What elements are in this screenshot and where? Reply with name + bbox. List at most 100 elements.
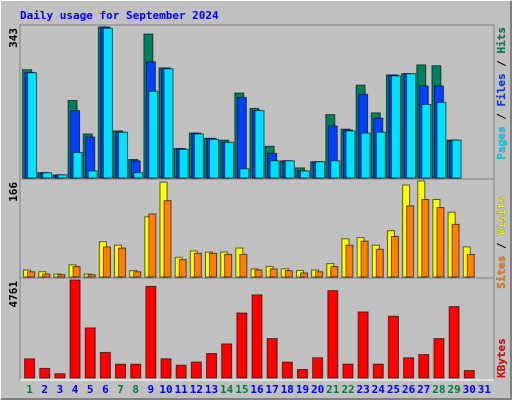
bar: [163, 200, 172, 278]
x-tick-label: 17: [266, 383, 279, 396]
x-tick-label: 5: [87, 383, 94, 396]
bar: [160, 358, 172, 379]
bar: [269, 268, 278, 278]
bar: [221, 343, 233, 379]
bar: [39, 367, 51, 379]
bar: [133, 172, 144, 179]
bar: [296, 368, 308, 379]
bar: [178, 259, 187, 278]
bar: [148, 90, 159, 179]
bar: [284, 160, 295, 179]
bar: [448, 306, 460, 379]
bar: [206, 353, 218, 379]
bar: [57, 174, 68, 179]
bar: [193, 252, 202, 278]
bar: [163, 68, 174, 179]
bar: [224, 253, 233, 278]
bar: [360, 132, 371, 179]
bar: [466, 253, 475, 278]
bar: [330, 160, 341, 179]
bar: [224, 141, 235, 179]
x-tick-label: 22: [341, 383, 354, 396]
bar: [130, 363, 142, 379]
x-tick-label: 6: [102, 383, 109, 396]
bar: [254, 269, 263, 278]
bar: [281, 361, 293, 379]
y-max-label: 4761: [7, 281, 20, 308]
bar: [345, 244, 354, 278]
bar: [239, 168, 250, 179]
x-tick-label: 27: [417, 383, 430, 396]
x-tick-label: 23: [357, 383, 370, 396]
bar: [266, 338, 278, 379]
x-tick-label: 9: [148, 383, 155, 396]
x-tick-label: 29: [447, 383, 460, 396]
x-tick-label: 10: [159, 383, 172, 396]
bar: [209, 138, 220, 179]
bar: [209, 252, 218, 278]
legend-separator: /: [495, 236, 508, 256]
legend-entry: Visits: [495, 196, 508, 236]
x-tick-label: 24: [372, 383, 386, 396]
bar: [284, 270, 293, 278]
bar: [315, 161, 326, 179]
bar: [360, 240, 369, 278]
bar: [421, 199, 430, 278]
bar: [99, 351, 111, 379]
bar: [239, 253, 248, 278]
x-tick-label: 14: [220, 383, 234, 396]
bar: [451, 139, 462, 179]
legend-separator: /: [495, 107, 508, 127]
bar: [375, 131, 386, 179]
bar: [372, 363, 384, 379]
x-tick-label: 7: [117, 383, 124, 396]
bar: [390, 75, 401, 179]
bar: [115, 363, 127, 379]
y-max-label: 166: [7, 182, 20, 202]
bar: [375, 248, 384, 278]
legend-entry: Files: [495, 73, 508, 106]
x-tick-label: 20: [311, 383, 324, 396]
bar: [403, 357, 415, 379]
bar: [390, 236, 399, 278]
bar: [251, 294, 263, 379]
bar: [72, 266, 81, 278]
bar: [148, 213, 157, 278]
bar: [418, 354, 430, 379]
bar: [102, 246, 111, 278]
legend: Pages / Files / Hits: [495, 27, 508, 160]
bar: [254, 110, 265, 179]
bar: [387, 315, 399, 379]
x-tick-label: 30: [463, 383, 476, 396]
x-tick-label: 1: [26, 383, 33, 396]
bar: [42, 273, 51, 278]
bar: [327, 290, 339, 379]
bar: [269, 160, 280, 179]
bar: [72, 151, 83, 179]
bar: [436, 207, 445, 278]
chart-title: Daily usage for September 2024: [20, 9, 219, 22]
bar: [433, 338, 445, 379]
bar: [330, 266, 339, 278]
bar: [193, 133, 204, 179]
legend-entry: Pages: [495, 126, 508, 159]
x-tick-label: 25: [387, 383, 400, 396]
bar: [42, 172, 53, 179]
bar: [118, 247, 127, 278]
bar: [299, 170, 310, 179]
x-tick-label: 19: [296, 383, 309, 396]
x-tick-label: 8: [132, 383, 139, 396]
bar: [118, 131, 129, 179]
legend: KBytes: [495, 338, 508, 378]
bar: [357, 311, 369, 379]
x-tick-label: 31: [478, 383, 492, 396]
bar: [190, 361, 202, 379]
bar: [236, 312, 248, 379]
bar: [145, 285, 157, 379]
legend-separator: /: [495, 54, 508, 74]
x-tick-label: 3: [57, 383, 64, 396]
bar: [133, 271, 142, 278]
x-tick-label: 28: [432, 383, 445, 396]
